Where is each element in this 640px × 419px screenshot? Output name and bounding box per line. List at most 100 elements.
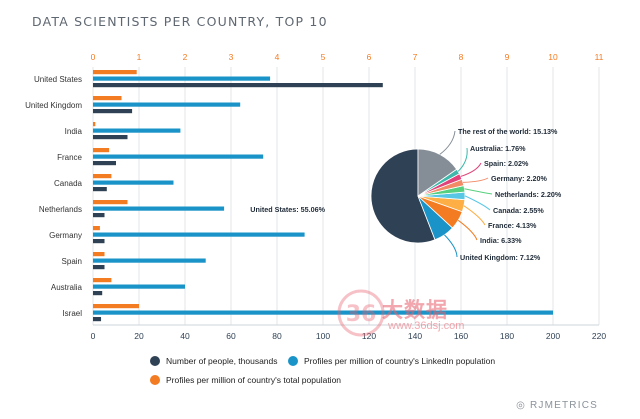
- pie-leader-line: [460, 162, 482, 177]
- legend-dot-population: [150, 375, 160, 385]
- x-tick-label-top: 6: [367, 52, 372, 62]
- pie-label: United Kingdom: 7.12%: [460, 253, 541, 262]
- bar-population: [93, 226, 100, 231]
- bar-people: [93, 135, 128, 140]
- bar-people: [93, 291, 103, 296]
- bar-people: [93, 239, 105, 244]
- pie-leader-line: [457, 147, 468, 172]
- x-tick-label-bottom: 60: [226, 331, 236, 341]
- x-tick-label-bottom: 0: [91, 331, 96, 341]
- pie-label: Netherlands: 2.20%: [495, 190, 562, 199]
- bar-linkedin: [93, 310, 553, 315]
- pie-label: United States: 55.06%: [250, 205, 325, 214]
- pie-layer: United States: 55.06% United Kingdom: 7.1…: [250, 127, 562, 262]
- legend-label-linkedin: Profiles per million of country's Linked…: [304, 356, 496, 366]
- legend-dot-linkedin: [288, 356, 298, 366]
- x-tick-label-top: 7: [413, 52, 418, 62]
- bar-linkedin: [93, 180, 174, 185]
- pie-label: France: 4.13%: [488, 221, 537, 230]
- pie-slice: [370, 148, 436, 244]
- x-tick-label-bottom: 160: [454, 331, 468, 341]
- category-label: Israel: [62, 309, 82, 318]
- x-tick-label-top: 0: [91, 52, 96, 62]
- x-tick-label-top: 9: [505, 52, 510, 62]
- watermark-url: www.36dsj.com: [388, 320, 465, 332]
- legend-dot-people: [150, 356, 160, 366]
- x-tick-label-bottom: 20: [134, 331, 144, 341]
- pie-label: Australia: 1.76%: [470, 144, 526, 153]
- x-tick-label-bottom: 180: [500, 331, 514, 341]
- pie-leader-line: [463, 205, 486, 226]
- x-tick-label-top: 11: [595, 52, 604, 62]
- x-tick-label-bottom: 220: [592, 331, 606, 341]
- brand-logo: ◎ RJMETRICS: [516, 400, 598, 411]
- bar-population: [93, 122, 96, 127]
- category-label: Australia: [51, 283, 83, 292]
- brand-name: RJMETRICS: [529, 400, 598, 411]
- watermark-logo-text: 36: [346, 302, 377, 327]
- pie-label: Spain: 2.02%: [484, 159, 529, 168]
- pie-leader-line: [439, 130, 456, 155]
- x-tick-label-top: 5: [321, 52, 326, 62]
- category-label: United States: [34, 75, 82, 84]
- bar-linkedin: [93, 206, 225, 211]
- bar-population: [93, 148, 110, 153]
- bar-population: [93, 200, 128, 205]
- category-label: United Kingdom: [25, 101, 82, 110]
- legend-item-people: Number of people, thousands: [150, 356, 278, 366]
- x-tick-label-top: 8: [459, 52, 464, 62]
- bar-people: [93, 265, 105, 270]
- bar-population: [93, 278, 112, 283]
- legend-item-population: Profiles per million of country's total …: [150, 375, 341, 385]
- legend-label-population: Profiles per million of country's total …: [166, 375, 342, 385]
- bars-layer: [93, 70, 553, 322]
- category-label: Spain: [62, 257, 82, 266]
- x-tick-label-top: 4: [275, 52, 280, 62]
- bar-people: [93, 213, 105, 218]
- x-tick-label-top: 10: [548, 52, 558, 62]
- watermark-text: 大数据: [382, 299, 448, 322]
- category-label: Canada: [54, 179, 83, 188]
- x-tick-label-bottom: 120: [362, 331, 376, 341]
- bar-linkedin: [93, 154, 264, 159]
- bar-people: [93, 317, 102, 322]
- bar-linkedin: [93, 284, 185, 289]
- pie-leader-line: [444, 234, 458, 258]
- x-tick-label-bottom: 100: [316, 331, 330, 341]
- bar-people: [93, 161, 116, 166]
- bar-people: [93, 83, 383, 88]
- x-tick-label-bottom: 140: [408, 331, 422, 341]
- bar-linkedin: [93, 258, 206, 263]
- pie-label: Germany: 2.20%: [491, 174, 548, 183]
- category-label: India: [65, 127, 83, 136]
- x-tick-label-bottom: 80: [272, 331, 282, 341]
- legend-label-people: Number of people, thousands: [166, 356, 278, 366]
- category-label: Germany: [49, 231, 82, 240]
- category-label: France: [57, 153, 82, 162]
- x-tick-label-bottom: 40: [180, 331, 190, 341]
- bar-population: [93, 96, 122, 101]
- pie-label: India: 6.33%: [480, 236, 522, 245]
- x-tick-label-bottom: 200: [546, 331, 560, 341]
- bar-linkedin: [93, 232, 305, 237]
- bar-population: [93, 70, 137, 75]
- pie-leader-line: [464, 195, 491, 211]
- bar-linkedin: [93, 76, 271, 81]
- pie-leader-line: [457, 219, 478, 241]
- pie-leader-line: [462, 177, 489, 183]
- legend-item-linkedin: Profiles per million of country's Linked…: [288, 356, 495, 366]
- x-tick-label-top: 3: [229, 52, 234, 62]
- pie-label: The rest of the world: 15.13%: [458, 127, 558, 136]
- pie-label: Canada: 2.55%: [493, 206, 544, 215]
- bar-population: [93, 174, 112, 179]
- x-tick-label-top: 1: [137, 52, 142, 62]
- watermark-logo-icon: 36: [337, 289, 385, 337]
- bar-people: [93, 109, 133, 114]
- bar-linkedin: [93, 128, 181, 133]
- axis-layer: 0 20 40 60 80 100 120 140 160 180 200 220 0 1 2 3 4 5 6 7 8 9…: [25, 52, 606, 341]
- category-label: Netherlands: [39, 205, 82, 214]
- bar-population: [93, 252, 105, 257]
- pie-leader-line: [464, 188, 493, 195]
- brand-icon: ◎: [516, 400, 530, 411]
